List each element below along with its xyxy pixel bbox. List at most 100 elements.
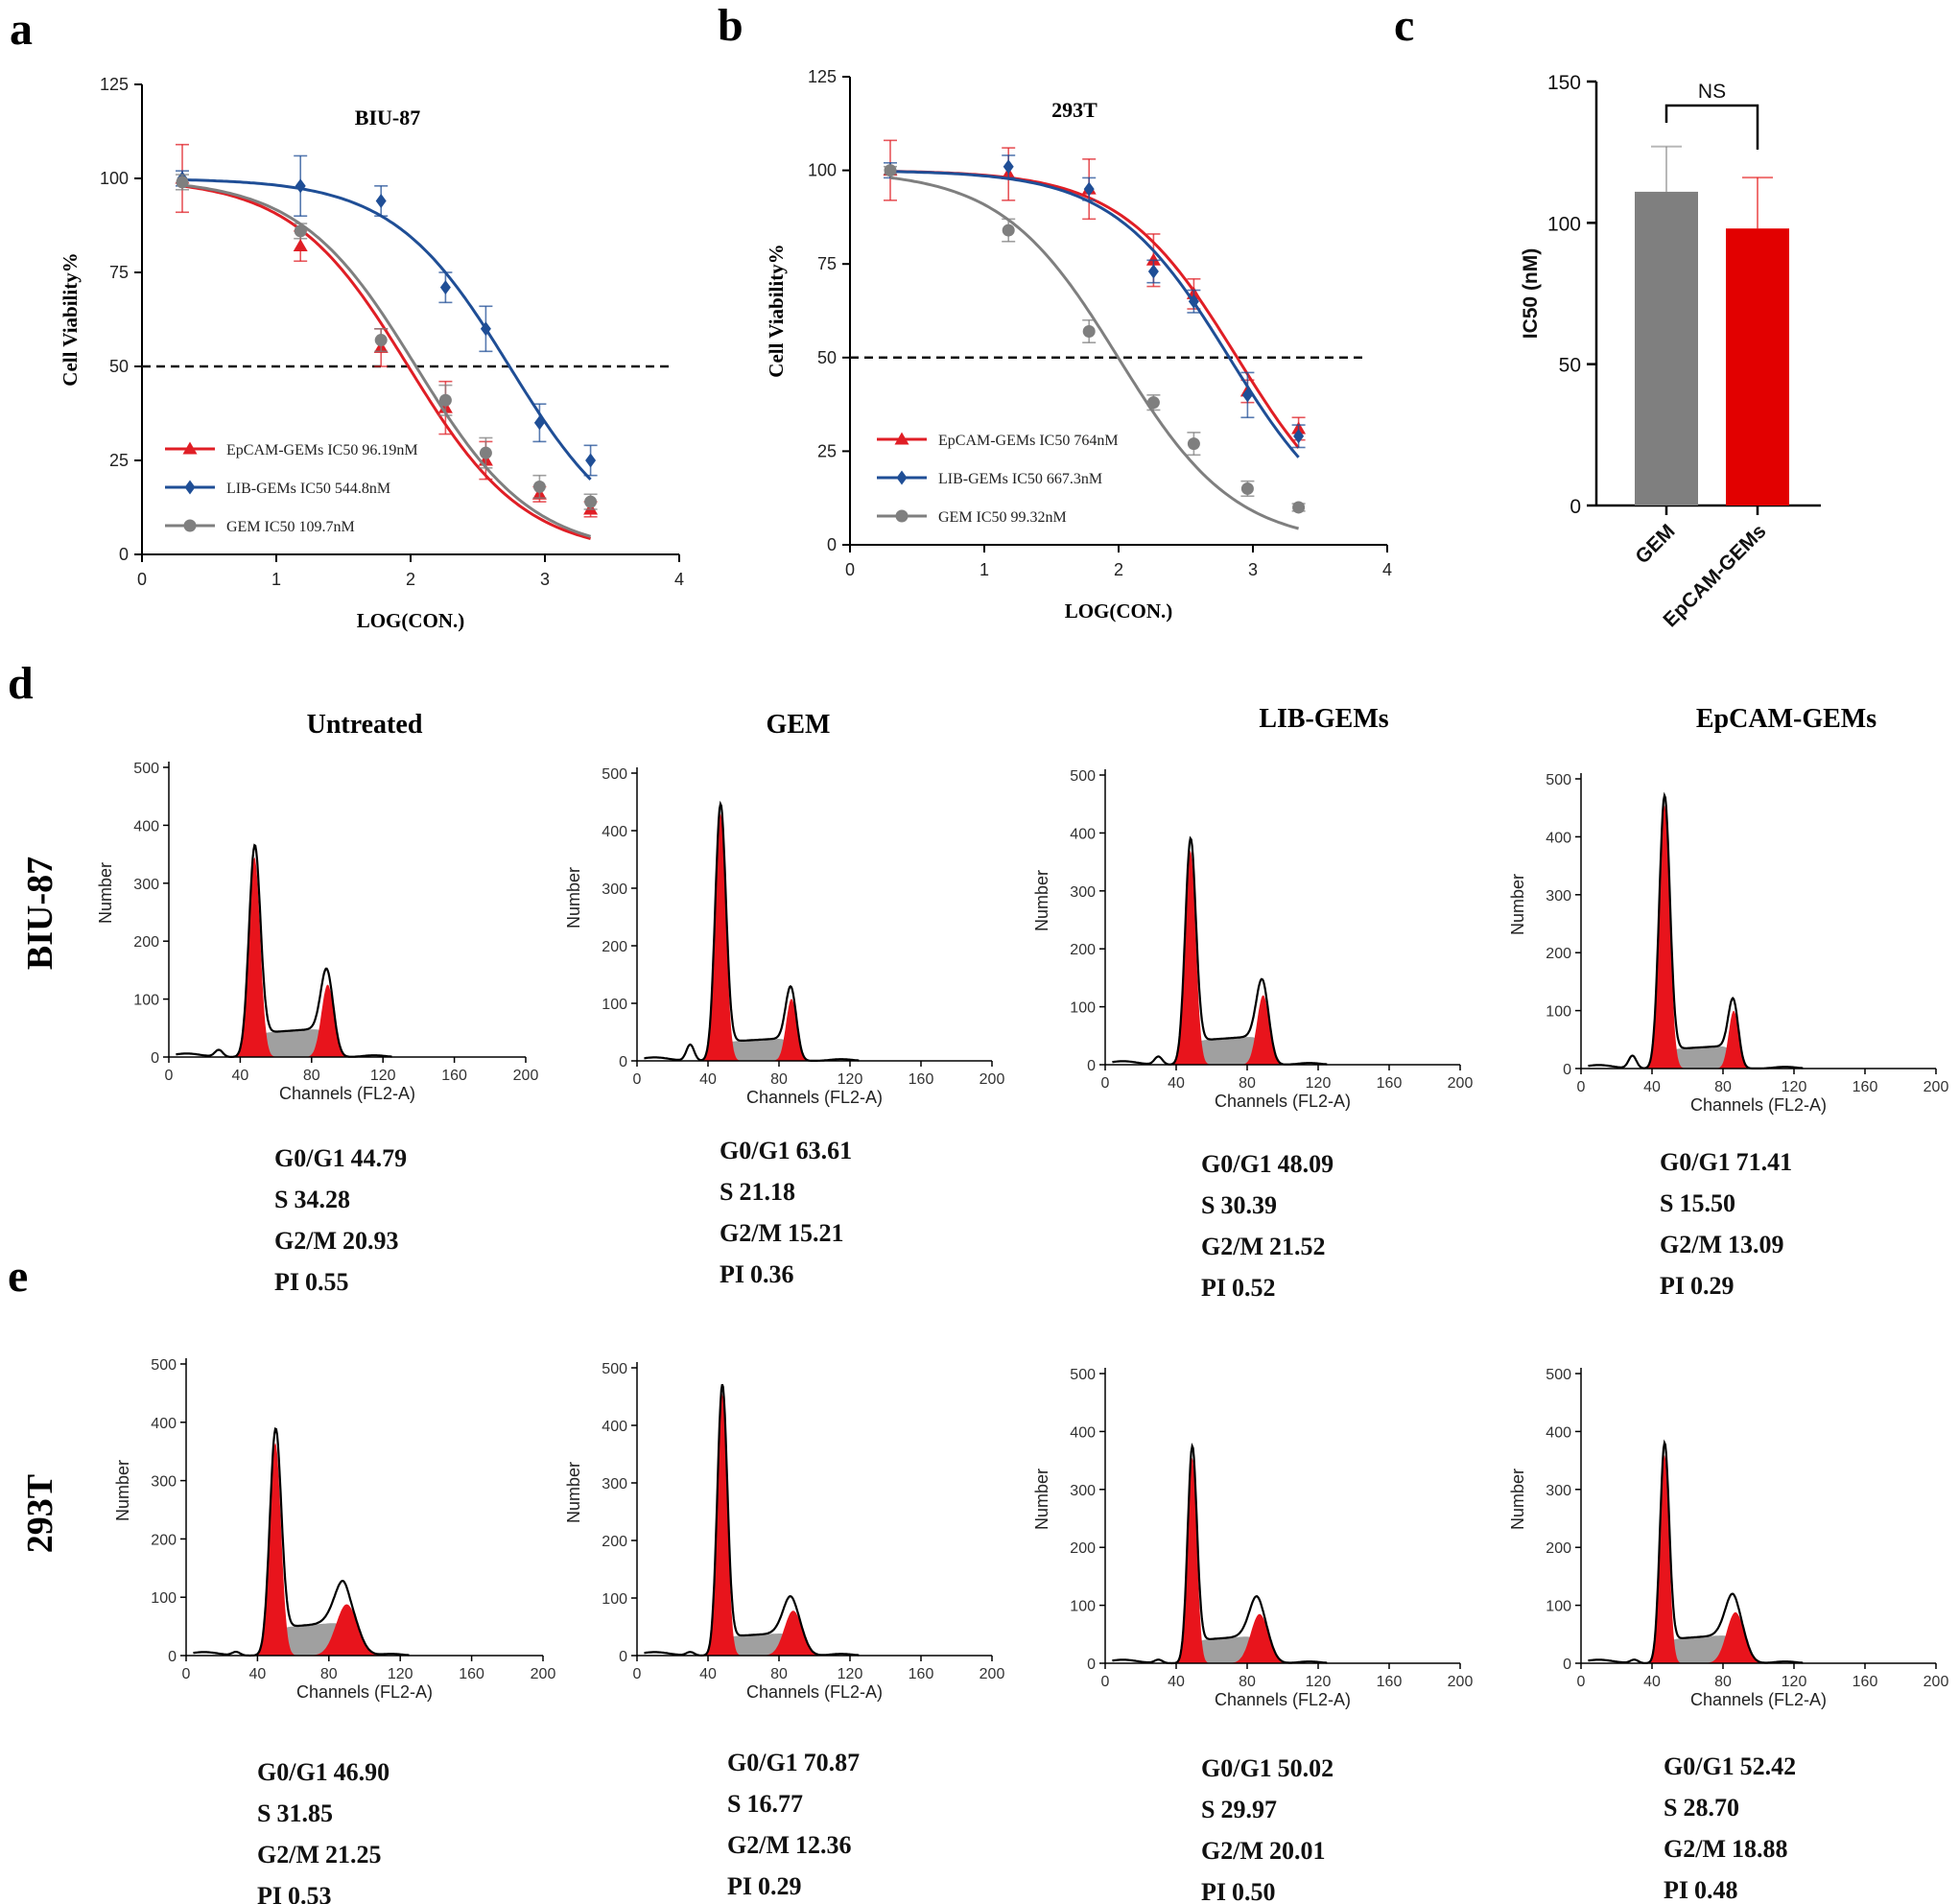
x-tick-label: 160	[1853, 1079, 1878, 1095]
histogram-title: EpCAM-GEMs	[1696, 704, 1876, 734]
x-tick-label: 0	[1101, 1075, 1110, 1092]
y-tick-label: 0	[119, 545, 129, 564]
y-tick-label: 0	[619, 1054, 627, 1070]
stat-value: 31.85	[276, 1799, 333, 1827]
y-tick-label: 100	[1070, 1000, 1096, 1017]
x-axis-label: Channels (FL2-A)	[1690, 1690, 1827, 1709]
stat-label: PI	[727, 1872, 752, 1900]
x-axis-label: Channels (FL2-A)	[296, 1682, 433, 1702]
x-tick-label: 4	[1382, 560, 1392, 579]
stat-label: PI	[274, 1268, 299, 1296]
cell-cycle-stat: PI 0.48	[1664, 1876, 1738, 1904]
marker-diamond	[480, 321, 491, 337]
cell-cycle-stat: G0/G1 48.09	[1201, 1150, 1334, 1178]
stat-value: 0.50	[1232, 1878, 1276, 1904]
g2m-peak-area	[1699, 1611, 1771, 1663]
y-tick-label: 300	[602, 881, 627, 898]
legend-label: LIB-GEMs IC50 544.8nM	[226, 481, 390, 497]
x-tick-label: 160	[1377, 1674, 1403, 1690]
stat-label: G2/M	[727, 1831, 790, 1859]
y-tick-label: 100	[808, 161, 837, 180]
y-tick-label: 500	[1070, 1367, 1096, 1383]
y-tick-label: 100	[1070, 1599, 1096, 1615]
series-2	[176, 174, 598, 538]
marker-diamond	[1241, 388, 1253, 403]
x-tick-label: 80	[770, 1071, 788, 1088]
x-tick-label: 0	[165, 1068, 174, 1084]
stat-value: 63.61	[796, 1137, 853, 1164]
row-label: 293T	[20, 1474, 60, 1553]
marker-diamond	[1147, 264, 1159, 279]
y-axis-label: Cell Viability%	[59, 252, 82, 386]
y-axis-label: Number	[1508, 1469, 1527, 1530]
marker-diamond	[896, 470, 908, 485]
y-tick-label: 75	[817, 254, 837, 273]
stat-value: 52.42	[1740, 1752, 1797, 1780]
cell-cycle-stat: G2/M 21.52	[1201, 1233, 1326, 1260]
stat-label: G2/M	[1664, 1835, 1726, 1863]
stat-value: 15.50	[1679, 1189, 1735, 1217]
y-axis-label: Number	[564, 867, 583, 928]
y-tick-label: 100	[1546, 1004, 1571, 1021]
x-tick-label: 120	[1306, 1075, 1332, 1092]
histogram-panel-2: 0 100 200 300 400 500 0 40 80 120 160 200 Channels (…	[1032, 704, 1473, 1302]
cell-cycle-stat: PI 0.29	[727, 1872, 802, 1900]
stat-value: 34.28	[294, 1186, 350, 1213]
chart-title: BIU-87	[355, 106, 420, 129]
x-axis-label: Channels (FL2-A)	[1215, 1092, 1351, 1111]
cell-cycle-stat: PI 0.53	[257, 1882, 332, 1904]
stat-label: G2/M	[720, 1219, 782, 1247]
stat-value: 30.39	[1220, 1191, 1277, 1219]
stat-value: 0.29	[758, 1872, 802, 1900]
x-tick-label: 4	[674, 570, 684, 589]
y-tick-label: 100	[1546, 1599, 1571, 1615]
y-tick-label: 200	[1546, 1540, 1571, 1557]
g0g1-peak-area	[1642, 805, 1687, 1069]
stat-label: S	[1201, 1796, 1215, 1823]
histogram-outline	[193, 1427, 410, 1657]
g2m-peak-area	[1223, 1613, 1295, 1663]
marker-circle	[479, 446, 492, 459]
stat-label: PI	[720, 1260, 744, 1288]
legend-label: GEM IC50 99.32nM	[938, 509, 1067, 526]
y-tick-label: 300	[1070, 1483, 1096, 1499]
y-tick-label: 125	[808, 67, 837, 86]
y-tick-label: 300	[602, 1476, 627, 1493]
stat-value: 48.09	[1278, 1150, 1334, 1178]
stat-label: PI	[1660, 1272, 1685, 1300]
x-tick-label: 200	[980, 1071, 1005, 1088]
row-label: BIU-87	[20, 857, 60, 970]
cell-cycle-stat: G2/M 13.09	[1660, 1231, 1784, 1258]
y-tick-label: 200	[133, 934, 159, 951]
x-tick-label: 80	[770, 1666, 788, 1682]
y-tick-label: 200	[602, 1534, 627, 1550]
y-axis-label: Number	[96, 862, 115, 924]
x-tick-label: 160	[909, 1666, 934, 1682]
y-tick-label: 400	[1546, 1424, 1571, 1441]
series-1	[884, 154, 1306, 458]
marker-diamond	[1083, 181, 1095, 197]
y-tick-label: 100	[602, 1591, 627, 1608]
x-tick-label: 2	[406, 570, 415, 589]
stat-label: G2/M	[1201, 1233, 1263, 1260]
cell-cycle-stat: G0/G1 46.90	[257, 1758, 389, 1786]
cell-cycle-stat: S 16.77	[727, 1790, 803, 1818]
marker-circle	[532, 480, 546, 493]
x-tick-label: 0	[1101, 1674, 1110, 1690]
histogram-panel-3: 0 100 200 300 400 500 0 40 80 120 160 200 Channels (…	[1508, 1367, 1948, 1904]
marker-triangle	[182, 441, 198, 455]
histogram-outline	[1112, 1442, 1328, 1665]
stat-label: G2/M	[1660, 1231, 1722, 1258]
x-tick-label: 40	[249, 1666, 267, 1682]
stat-value: 21.18	[739, 1178, 795, 1206]
x-tick-label: 0	[845, 560, 855, 579]
stat-label: G2/M	[274, 1227, 337, 1255]
panel-letter-b: b	[718, 0, 743, 51]
x-axis-label: Channels (FL2-A)	[279, 1084, 415, 1103]
y-tick-label: 0	[1563, 1062, 1571, 1078]
stat-value: 0.53	[288, 1882, 332, 1904]
histogram-title: GEM	[767, 710, 831, 740]
cell-cycle-stat: G2/M 18.88	[1664, 1835, 1788, 1863]
